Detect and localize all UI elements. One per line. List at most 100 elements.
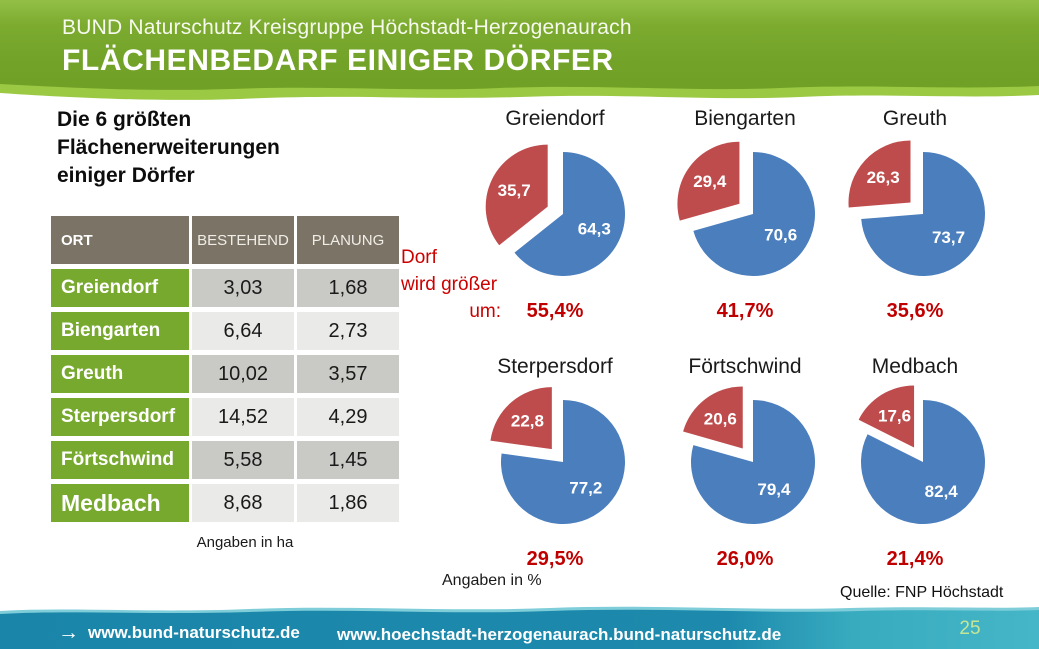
planung-cell: 1,45 <box>297 441 399 479</box>
expansion-slice-label: 26,3 <box>867 168 900 187</box>
table-row-greuth: Greuth 10,02 3,57 <box>51 355 399 393</box>
existing-slice-label: 79,4 <box>757 480 791 499</box>
existing-slice-label: 82,4 <box>925 482 959 501</box>
existing-slice <box>860 400 985 524</box>
pie-title: Sterpersdorf <box>497 355 613 378</box>
pie-svg: 82,4 17,6 <box>858 385 985 524</box>
table-unit-note: Angaben in ha <box>196 534 294 551</box>
pie-svg: 73,7 26,3 <box>848 140 986 276</box>
expansion-slice-label: 17,6 <box>878 406 911 425</box>
growth-label: 21,4% <box>886 548 944 570</box>
existing-slice-label: 70,6 <box>764 225 797 244</box>
ort-cell: Förtschwind <box>51 441 189 479</box>
expansion-slice <box>485 144 548 246</box>
ort-cell: Greiendorf <box>51 269 189 307</box>
column-header-bestehend: BESTEHEND <box>192 216 294 264</box>
ort-cell: Greuth <box>51 355 189 393</box>
bestehend-cell: 14,52 <box>192 398 294 436</box>
expansion-slice-label: 20,6 <box>704 409 737 428</box>
annotation-line-3: um: <box>469 301 501 322</box>
bestehend-cell: 8,68 <box>192 484 294 522</box>
ort-cell: Medbach <box>51 484 189 522</box>
existing-slice <box>861 152 986 276</box>
footer-link-kreisgruppe[interactable]: www.hoechstadt-herzogenaurach.bund-natur… <box>337 623 781 647</box>
pie-title: Greuth <box>882 107 948 130</box>
expansion-slice <box>490 387 552 450</box>
page-title: FLÄCHENBEDARF EINIGER DÖRFER <box>62 44 614 77</box>
existing-slice <box>514 152 626 276</box>
growth-label: 26,0% <box>716 548 774 570</box>
pie-svg: 77,2 22,8 <box>490 387 625 524</box>
bestehend-cell: 5,58 <box>192 441 294 479</box>
pie-chart-foertschwind: Förtschwind 79,4 20,6 26,0% <box>650 352 840 571</box>
planung-cell: 1,86 <box>297 484 399 522</box>
pie-canvas-sterpersdorf: 77,2 22,8 <box>460 382 650 547</box>
pie-canvas-medbach: 82,4 17,6 <box>820 382 1010 547</box>
annotation-line-1: Dorf <box>401 247 437 268</box>
bestehend-cell: 3,03 <box>192 269 294 307</box>
column-header-ort: ORT <box>51 216 189 264</box>
page-number: 25 <box>959 618 981 639</box>
pie-svg: 70,6 29,4 <box>677 141 815 276</box>
bestehend-cell: 10,02 <box>192 355 294 393</box>
org-name: BUND Naturschutz Kreisgruppe Höchstadt-H… <box>62 16 632 39</box>
expansion-slice-label: 29,4 <box>693 172 727 191</box>
footer-url-right[interactable]: www.hoechstadt-herzogenaurach.bund-natur… <box>337 625 782 644</box>
banner-torn-edge <box>0 82 1039 100</box>
expansion-slice <box>683 386 743 449</box>
bestehend-cell: 6,64 <box>192 312 294 350</box>
pie-title: Medbach <box>871 355 959 378</box>
expansion-slice <box>848 140 911 208</box>
footer-bar <box>0 606 1039 649</box>
pie-canvas-greiendorf: 64,3 35,7 <box>460 134 650 299</box>
existing-slice <box>693 152 815 276</box>
expansion-slice-label: 22,8 <box>511 412 544 431</box>
existing-slice-label: 64,3 <box>578 220 611 239</box>
expansion-slice-label: 35,7 <box>498 181 531 200</box>
footer-url-left[interactable]: www.bund-naturschutz.de <box>88 623 300 642</box>
source-note: Quelle: FNP Höchstadt <box>840 584 1004 601</box>
pie-canvas-foertschwind: 79,4 20,6 <box>650 382 840 547</box>
planung-cell: 4,29 <box>297 398 399 436</box>
footer-link-bund[interactable]: → www.bund-naturschutz.de <box>58 621 300 645</box>
ort-cell: Biengarten <box>51 312 189 350</box>
table-row-biengarten: Biengarten 6,64 2,73 <box>51 312 399 350</box>
pie-chart-greuth: Greuth 73,7 26,3 35,6% <box>820 104 1010 323</box>
table-row-foertschwind: Förtschwind 5,58 1,45 <box>51 441 399 479</box>
pie-svg: 79,4 20,6 <box>683 386 815 524</box>
pie-chart-biengarten: Biengarten 70,6 29,4 41,7% <box>650 104 840 323</box>
growth-label: 35,6% <box>886 300 944 322</box>
pie-svg: 64,3 35,7 <box>485 144 626 276</box>
existing-slice-label: 77,2 <box>569 479 602 498</box>
expansion-slice <box>858 385 915 448</box>
growth-annotation: Dorf wird größer um: <box>401 244 507 325</box>
growth-label: 29,5% <box>526 548 584 570</box>
pie-title: Greiendorf <box>505 107 605 130</box>
annotation-line-2: wird größer <box>401 274 498 295</box>
header-banner <box>0 0 1039 83</box>
pie-title: Förtschwind <box>688 355 802 378</box>
pie-canvas-biengarten: 70,6 29,4 <box>650 134 840 299</box>
pie-chart-sterpersdorf: Sterpersdorf 77,2 22,8 29,5% <box>460 352 650 571</box>
existing-slice-label: 73,7 <box>932 228 965 247</box>
existing-slice <box>500 400 625 524</box>
expansion-slice <box>677 141 740 221</box>
column-header-planung: PLANUNG <box>297 216 399 264</box>
table-row-medbach: Medbach 8,68 1,86 <box>51 484 399 522</box>
pie-canvas-greuth: 73,7 26,3 <box>820 134 1010 299</box>
pie-chart-medbach: Medbach 82,4 17,6 21,4% <box>820 352 1010 571</box>
ort-cell: Sterpersdorf <box>51 398 189 436</box>
percent-unit-note: Angaben in % <box>442 572 542 589</box>
planung-cell: 3,57 <box>297 355 399 393</box>
area-table: ORT BESTEHEND PLANUNG Greiendorf 3,03 1,… <box>48 211 402 527</box>
growth-label: 41,7% <box>716 300 774 322</box>
pie-chart-greiendorf: Greiendorf 64,3 35,7 55,4% <box>460 104 650 323</box>
pie-title: Biengarten <box>694 107 796 130</box>
existing-slice <box>690 400 815 524</box>
table-header-row: ORT BESTEHEND PLANUNG <box>51 216 399 264</box>
table-row-sterpersdorf: Sterpersdorf 14,52 4,29 <box>51 398 399 436</box>
arrow-right-icon: → <box>58 621 79 644</box>
planung-cell: 1,68 <box>297 269 399 307</box>
growth-label: 55,4% <box>526 300 584 322</box>
